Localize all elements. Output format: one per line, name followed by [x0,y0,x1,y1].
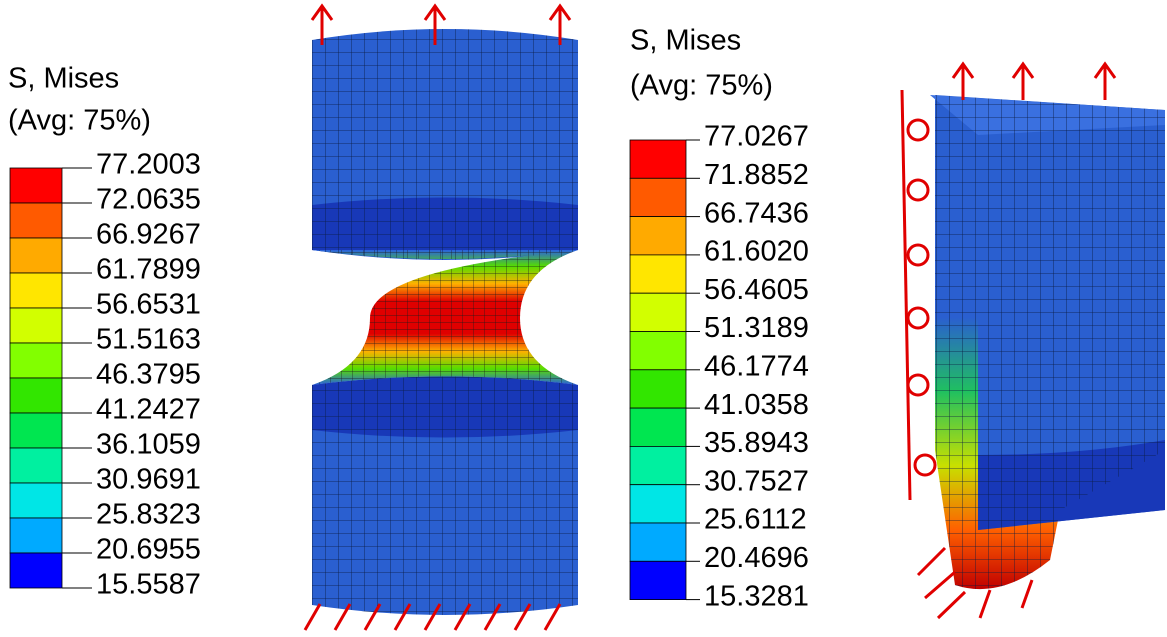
color-band [630,408,686,446]
specimen-quarter [902,64,1165,618]
figure: S, Mises(Avg: 75%)77.200372.063566.92676… [0,0,1167,632]
legend-title: S, Mises [8,63,119,95]
legend-value: 20.6955 [96,534,201,566]
legend-value: 46.3795 [96,359,201,391]
legend-value: 56.6531 [96,289,201,321]
legend-value: 72.0635 [96,184,201,216]
color-band [10,553,62,588]
color-band [10,483,62,518]
color-band [630,178,686,216]
legend-value: 36.1059 [96,429,201,461]
legend-subtitle: (Avg: 75%) [8,105,151,137]
color-band [10,273,62,308]
color-band [630,561,686,599]
legend-value: 77.2003 [96,149,201,181]
legend-value: 66.9267 [96,219,201,251]
legend-value: 41.2427 [96,394,201,426]
legend-value: 25.6112 [704,504,807,536]
legend-value: 51.5163 [96,324,201,356]
legend-value: 15.5587 [96,569,201,601]
legend-value: 20.4696 [704,542,809,574]
color-band [630,485,686,523]
legend-value: 66.7436 [704,197,809,229]
color-band [10,308,62,343]
color-band [10,238,62,273]
color-band [630,140,686,178]
legend-value: 30.9691 [96,464,201,496]
legend-value: 46.1774 [704,350,809,382]
color-band [10,518,62,553]
legend-value: 71.8852 [704,159,809,191]
legend-value: 41.0358 [704,389,809,421]
legend-value: 77.0267 [704,121,809,153]
legend-subtitle: (Avg: 75%) [630,70,773,102]
color-band [630,523,686,561]
color-band [10,168,62,203]
legend-value: 51.3189 [704,312,809,344]
color-band [10,413,62,448]
color-band [630,255,686,293]
legend-value: 61.7899 [96,254,201,286]
legend-value: 30.7527 [704,465,809,497]
color-band [630,217,686,255]
legend-title: S, Mises [630,25,741,57]
color-band [10,448,62,483]
color-band [10,378,62,413]
legend-value: 56.4605 [704,274,809,306]
color-band [630,332,686,370]
legend-value: 35.8943 [704,427,809,459]
legend-value: 61.6020 [704,236,809,268]
legend-value: 25.8323 [96,499,201,531]
color-band [10,343,62,378]
color-band [10,203,62,238]
specimen-full [305,6,578,630]
color-band [630,446,686,484]
color-band [630,370,686,408]
color-band [630,293,686,331]
legend-value: 15.3281 [704,580,809,612]
